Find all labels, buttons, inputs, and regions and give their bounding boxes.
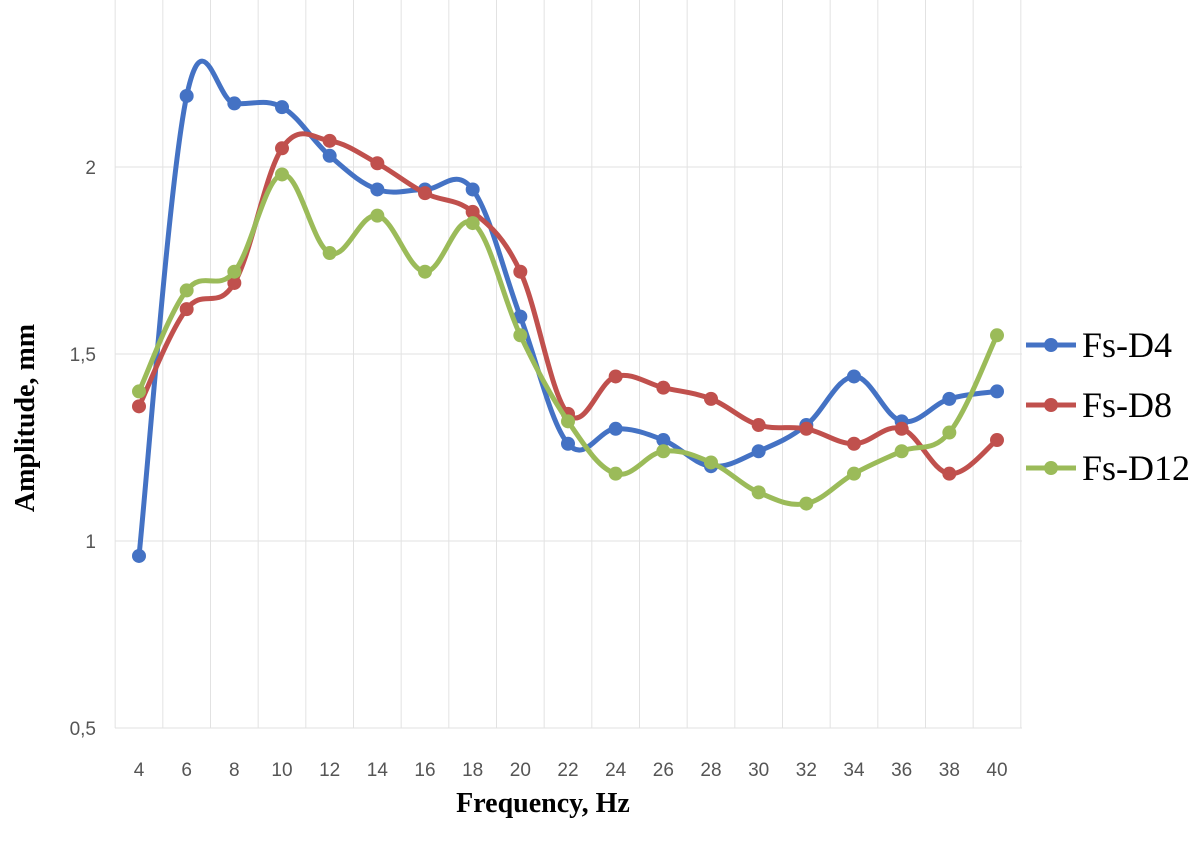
data-point [799, 421, 814, 436]
data-point [132, 548, 146, 563]
y-tick-label: 0,5 [70, 719, 96, 740]
legend-item: Fs-D8 [1026, 385, 1172, 425]
data-point [704, 455, 718, 470]
x-tick-label: 30 [748, 760, 769, 781]
data-point [513, 309, 528, 324]
data-point [894, 421, 909, 436]
data-point [799, 496, 814, 511]
data-point [942, 425, 957, 440]
grid [114, 0, 1022, 729]
x-tick-label: 12 [319, 760, 340, 781]
x-tick-label: 40 [986, 760, 1007, 781]
data-point [370, 182, 385, 197]
x-tick-label: 20 [510, 760, 531, 781]
data-point [751, 418, 766, 433]
legend-item: Fs-D4 [1026, 325, 1172, 365]
data-point [322, 148, 337, 163]
data-point [275, 100, 289, 115]
data-point [561, 414, 575, 429]
data-point [370, 208, 385, 223]
legend-item: Fs-D12 [1026, 448, 1190, 488]
series-line [136, 58, 998, 557]
data-point [656, 433, 671, 448]
data-point [465, 182, 480, 197]
x-tick-label: 38 [939, 760, 960, 781]
x-tick-label: 28 [700, 760, 721, 781]
x-axis-title: Frequency, Hz [456, 788, 630, 819]
data-point [322, 246, 337, 261]
legend-swatch-marker [1044, 338, 1058, 352]
x-tick-label: 34 [843, 760, 865, 781]
data-point [751, 485, 766, 500]
series-line [136, 171, 1000, 507]
x-tick-label: 6 [181, 760, 192, 781]
data-point [370, 156, 385, 171]
y-axis-title: Amplitude, mm [10, 324, 41, 512]
data-point [513, 328, 528, 343]
y-tick-label: 2 [85, 158, 96, 179]
data-point [751, 444, 766, 459]
data-point [132, 399, 146, 414]
data-point [465, 216, 480, 231]
data-point [608, 466, 623, 481]
data-point [513, 264, 528, 279]
legend-label: Fs-D4 [1082, 325, 1172, 365]
data-point [227, 96, 242, 111]
legend-label: Fs-D8 [1082, 385, 1172, 425]
data-point [418, 186, 432, 201]
data-point [227, 264, 242, 279]
x-tick-label: 4 [134, 760, 145, 781]
data-point [894, 444, 909, 459]
x-tick-label: 22 [557, 760, 578, 781]
series-fs-d8 [132, 131, 1004, 481]
data-point [275, 141, 289, 156]
data-point [179, 283, 194, 298]
data-point [608, 369, 623, 384]
data-point [942, 391, 957, 406]
series-fs-d4 [132, 58, 1004, 563]
data-point [322, 133, 337, 148]
x-tick-label: 16 [414, 760, 435, 781]
data-point [132, 384, 146, 399]
data-point [227, 275, 242, 290]
data-point [561, 436, 575, 451]
y-tick-label: 1,5 [70, 345, 96, 366]
data-point [847, 466, 861, 481]
x-tick-label: 8 [229, 760, 240, 781]
series-fs-d12 [132, 167, 1004, 511]
x-tick-label: 14 [367, 760, 389, 781]
data-point [656, 444, 671, 459]
x-axis-ticks: 4 6 8 10 12 14 16 18 20 22 24 26 28 30 32 34 36 38 40 [134, 760, 1008, 781]
legend: Fs-D4 Fs-D8 Fs-D12 [1026, 325, 1190, 488]
y-tick-label: 1 [85, 532, 96, 553]
data-point [275, 167, 289, 182]
data-point [847, 369, 861, 384]
x-tick-label: 36 [891, 760, 912, 781]
data-point [179, 88, 194, 103]
data-point [704, 391, 718, 406]
data-point [990, 328, 1004, 343]
series-layer [132, 58, 1004, 563]
data-point [179, 302, 194, 317]
x-tick-label: 24 [605, 760, 627, 781]
legend-swatch-marker [1044, 398, 1058, 412]
data-point [990, 384, 1004, 399]
data-point [465, 204, 480, 219]
y-axis-ticks: 0,5 1 1,5 2 [70, 158, 96, 740]
data-point [990, 433, 1004, 448]
x-tick-label: 10 [271, 760, 292, 781]
data-point [656, 380, 671, 395]
data-point [418, 264, 432, 279]
x-tick-label: 18 [462, 760, 483, 781]
data-point [942, 466, 957, 481]
x-tick-label: 26 [653, 760, 674, 781]
data-point [847, 436, 861, 451]
legend-swatch-marker [1044, 461, 1058, 475]
data-point [608, 421, 623, 436]
legend-label: Fs-D12 [1082, 448, 1190, 488]
x-tick-label: 32 [796, 760, 817, 781]
